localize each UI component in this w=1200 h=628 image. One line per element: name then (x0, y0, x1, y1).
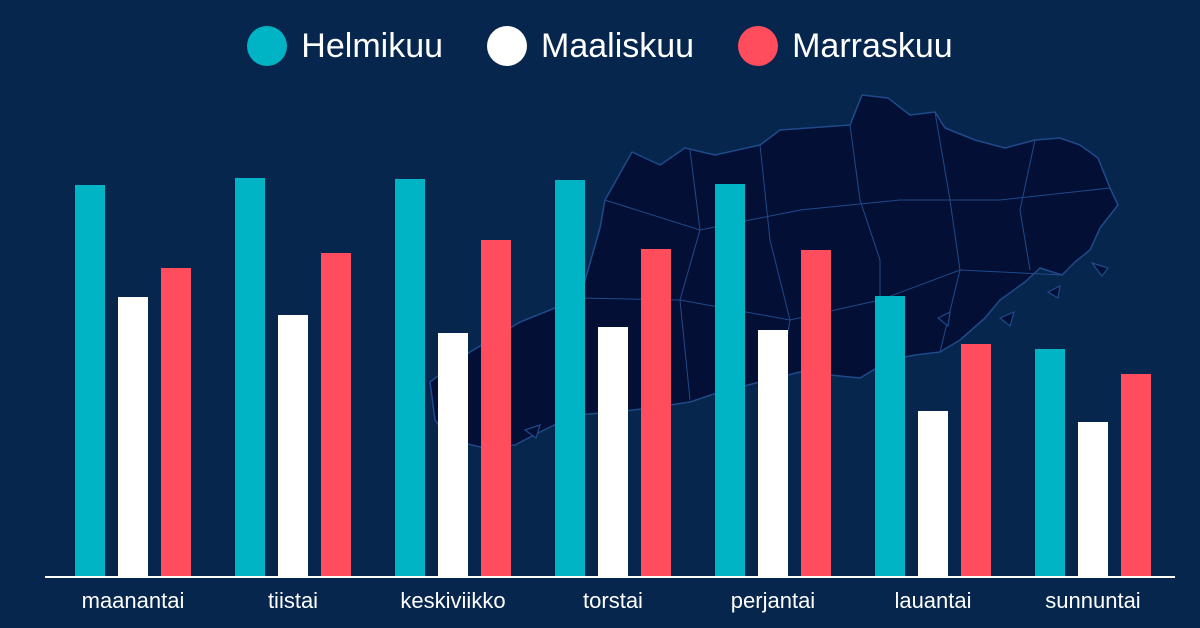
legend-item: Marraskuu (738, 22, 953, 70)
bar (1078, 422, 1108, 577)
bars-layer (75, 178, 1151, 577)
bar (758, 330, 788, 577)
x-axis-ticks: maanantai tiistai keskiviikko torstai perjan… (82, 588, 1141, 613)
legend-swatch (487, 26, 528, 66)
legend-item: Helmikuu (247, 22, 443, 70)
bar (1121, 374, 1151, 577)
legend-item: Maaliskuu (487, 22, 694, 70)
legend-label: Marraskuu (792, 27, 953, 65)
bar (235, 178, 265, 577)
bar (715, 184, 745, 577)
bar (801, 250, 831, 577)
legend-label: Helmikuu (301, 27, 444, 65)
bar (918, 411, 948, 577)
x-tick-label: sunnuntai (1045, 588, 1140, 613)
chart-legend: Helmikuu Maaliskuu Marraskuu (0, 22, 1200, 70)
bar (641, 249, 671, 577)
bar (321, 253, 351, 577)
bar (481, 240, 511, 577)
legend-swatch (247, 26, 288, 66)
bar (118, 297, 148, 577)
x-tick-label: maanantai (82, 588, 185, 613)
bar (438, 333, 468, 577)
x-tick-label: perjantai (731, 588, 815, 613)
x-tick-label: lauantai (894, 588, 971, 613)
x-tick-label: tiistai (268, 588, 318, 613)
bar (395, 179, 425, 577)
legend-label: Maaliskuu (541, 27, 695, 65)
x-tick-label: torstai (583, 588, 643, 613)
bar (161, 268, 191, 577)
bar (961, 344, 991, 577)
bar (1035, 349, 1065, 577)
bar (598, 327, 628, 577)
bar (875, 296, 905, 577)
legend-swatch (738, 26, 779, 66)
x-tick-label: keskiviikko (400, 588, 505, 613)
bar (278, 315, 308, 577)
bar (555, 180, 585, 577)
bar (75, 185, 105, 577)
